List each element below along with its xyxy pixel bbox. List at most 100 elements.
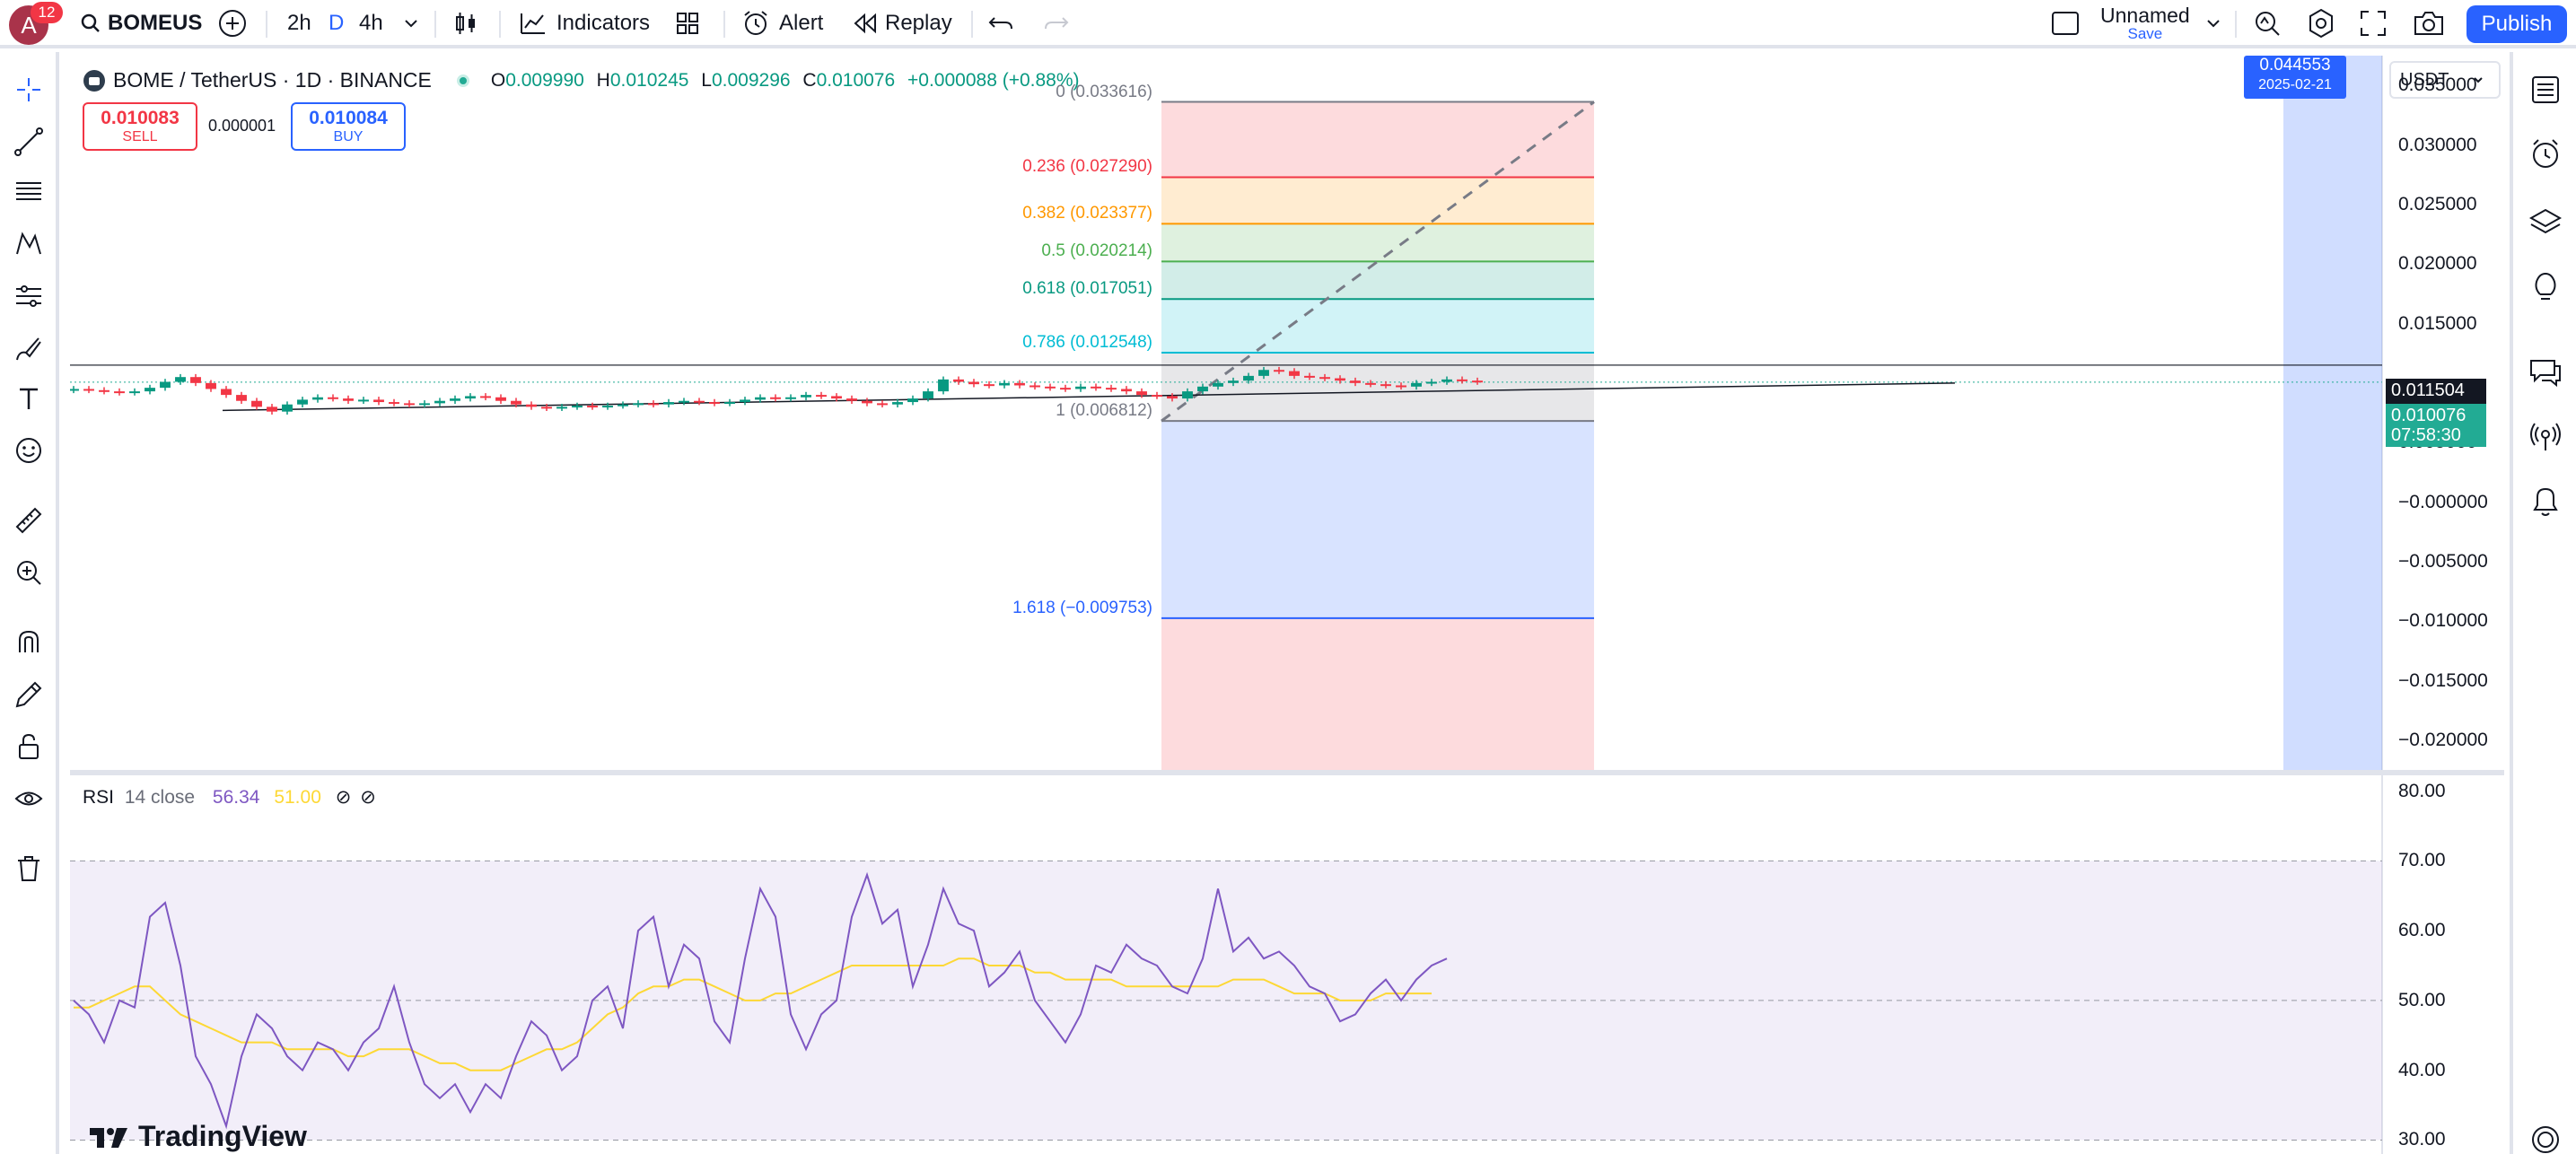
interval-d[interactable]: D <box>329 11 345 35</box>
countdown: 07:58:30 <box>2391 425 2461 445</box>
chart-type-button[interactable] <box>452 0 479 47</box>
candle-body <box>846 398 857 401</box>
chevron-down-icon <box>2207 20 2220 28</box>
help-button[interactable] <box>2526 1118 2565 1154</box>
last-price: 0.010076 <box>2391 406 2466 425</box>
alerts-button[interactable] <box>2526 135 2565 174</box>
templates-button[interactable] <box>675 0 700 47</box>
layout-dropdown[interactable] <box>2204 0 2222 47</box>
candle-body <box>1396 385 1406 388</box>
candle-body <box>907 398 918 403</box>
symbol-search-button[interactable]: BOMEUS <box>79 0 202 47</box>
quick-search-button[interactable] <box>2251 0 2283 47</box>
chart-pane[interactable] <box>70 56 2504 1154</box>
broadcast-icon <box>2530 423 2561 450</box>
redo-button[interactable] <box>1043 0 1070 47</box>
settings-button[interactable] <box>2305 0 2337 47</box>
measure-tool[interactable] <box>11 503 47 538</box>
zoom-tool[interactable] <box>11 555 47 590</box>
candle-body <box>328 397 338 399</box>
alarm-clock-icon <box>2533 139 2558 168</box>
grid-icon <box>677 13 698 34</box>
emoji-tool[interactable] <box>11 433 47 468</box>
crosshair-tool[interactable] <box>11 72 47 108</box>
chats-button[interactable] <box>2526 352 2565 391</box>
camera-icon <box>2414 12 2443 35</box>
fib-zone <box>1161 421 1594 618</box>
candle-body <box>1121 389 1132 392</box>
fib-zone <box>1161 617 1594 770</box>
multi-layout-button[interactable] <box>2050 0 2081 47</box>
candle-body <box>1441 379 1452 382</box>
candle-body <box>755 397 766 400</box>
fullscreen-button[interactable] <box>2359 0 2388 47</box>
forecast-tool[interactable] <box>11 278 47 314</box>
fib-trend-line <box>1161 101 1595 423</box>
magnet-tool[interactable] <box>11 625 47 660</box>
watchlist-button[interactable] <box>2526 70 2565 109</box>
alert-button[interactable]: Alert <box>741 0 823 47</box>
candle-body <box>740 399 750 403</box>
trend-line-tool[interactable] <box>11 124 47 160</box>
remove-drawings-tool[interactable] <box>11 851 47 887</box>
fib-tool[interactable] <box>11 174 47 210</box>
interval-dropdown[interactable] <box>402 0 420 47</box>
object-tree-button[interactable] <box>2526 203 2565 242</box>
candle-body <box>938 379 949 392</box>
fib-zone <box>1161 299 1594 354</box>
rsi-title: RSI <box>83 787 115 808</box>
candle-body <box>480 396 491 398</box>
square-icon <box>2052 12 2079 35</box>
candle-body <box>206 382 216 389</box>
ruler-icon <box>15 507 42 534</box>
symbol-name: BOMEUS <box>108 11 203 35</box>
layout-name-button[interactable]: Unnamed Save <box>2100 0 2190 47</box>
sell-button[interactable]: 0.010083 SELL <box>83 102 197 151</box>
visibility-tool[interactable] <box>11 781 47 817</box>
snapshot-button[interactable] <box>2413 0 2445 47</box>
candle-body <box>785 397 796 399</box>
brush-tool[interactable] <box>11 330 47 366</box>
candle-body <box>282 404 293 412</box>
market-status-dot <box>456 74 469 87</box>
null-icon: ⊘ <box>335 787 352 808</box>
candle-body <box>175 377 186 382</box>
replay-button[interactable]: Replay <box>853 0 952 47</box>
chevron-down-icon <box>2474 77 2484 83</box>
candle-body <box>190 377 201 383</box>
chart-canvas[interactable] <box>70 56 2504 1154</box>
candle-body <box>312 397 323 400</box>
undo-button[interactable] <box>987 0 1014 47</box>
buy-button[interactable]: 0.010084 BUY <box>291 102 406 151</box>
compare-symbol-button[interactable] <box>217 0 248 47</box>
ideas-button[interactable] <box>2526 267 2565 307</box>
interval-2h[interactable]: 2h <box>287 11 311 35</box>
open-value: 0.009990 <box>505 69 584 91</box>
tradingview-logo[interactable]: TradingView <box>88 1120 307 1153</box>
notifications-button[interactable] <box>2526 481 2565 520</box>
unlock-icon <box>19 733 39 759</box>
candle-body <box>1304 375 1315 378</box>
indicators-button[interactable]: Indicators <box>519 0 650 47</box>
candle-body <box>160 381 171 389</box>
sell-price: 0.010083 <box>101 108 180 128</box>
fib-level-label: 1.618 (−0.009753) <box>1012 598 1152 617</box>
streams-button[interactable] <box>2526 416 2565 456</box>
gear-icon <box>2309 8 2333 39</box>
drawing-mode-tool[interactable] <box>11 677 47 713</box>
lightbulb-icon <box>2535 272 2556 300</box>
save-label: Save <box>2127 25 2163 42</box>
forecast-icon <box>16 285 41 307</box>
lock-tool[interactable] <box>11 729 47 765</box>
candle-body <box>83 389 94 391</box>
publish-button[interactable]: Publish <box>2466 5 2567 43</box>
candle-body <box>556 407 567 409</box>
candle-body <box>1365 382 1376 385</box>
sell-label: SELL <box>122 129 158 144</box>
pattern-tool[interactable] <box>11 226 47 262</box>
text-tool[interactable] <box>11 380 47 416</box>
fib-zone <box>1161 353 1594 422</box>
price-tick-label: −0.000000 <box>2398 491 2488 512</box>
currency-select[interactable]: USDT <box>2389 61 2501 99</box>
interval-4h[interactable]: 4h <box>359 11 383 35</box>
